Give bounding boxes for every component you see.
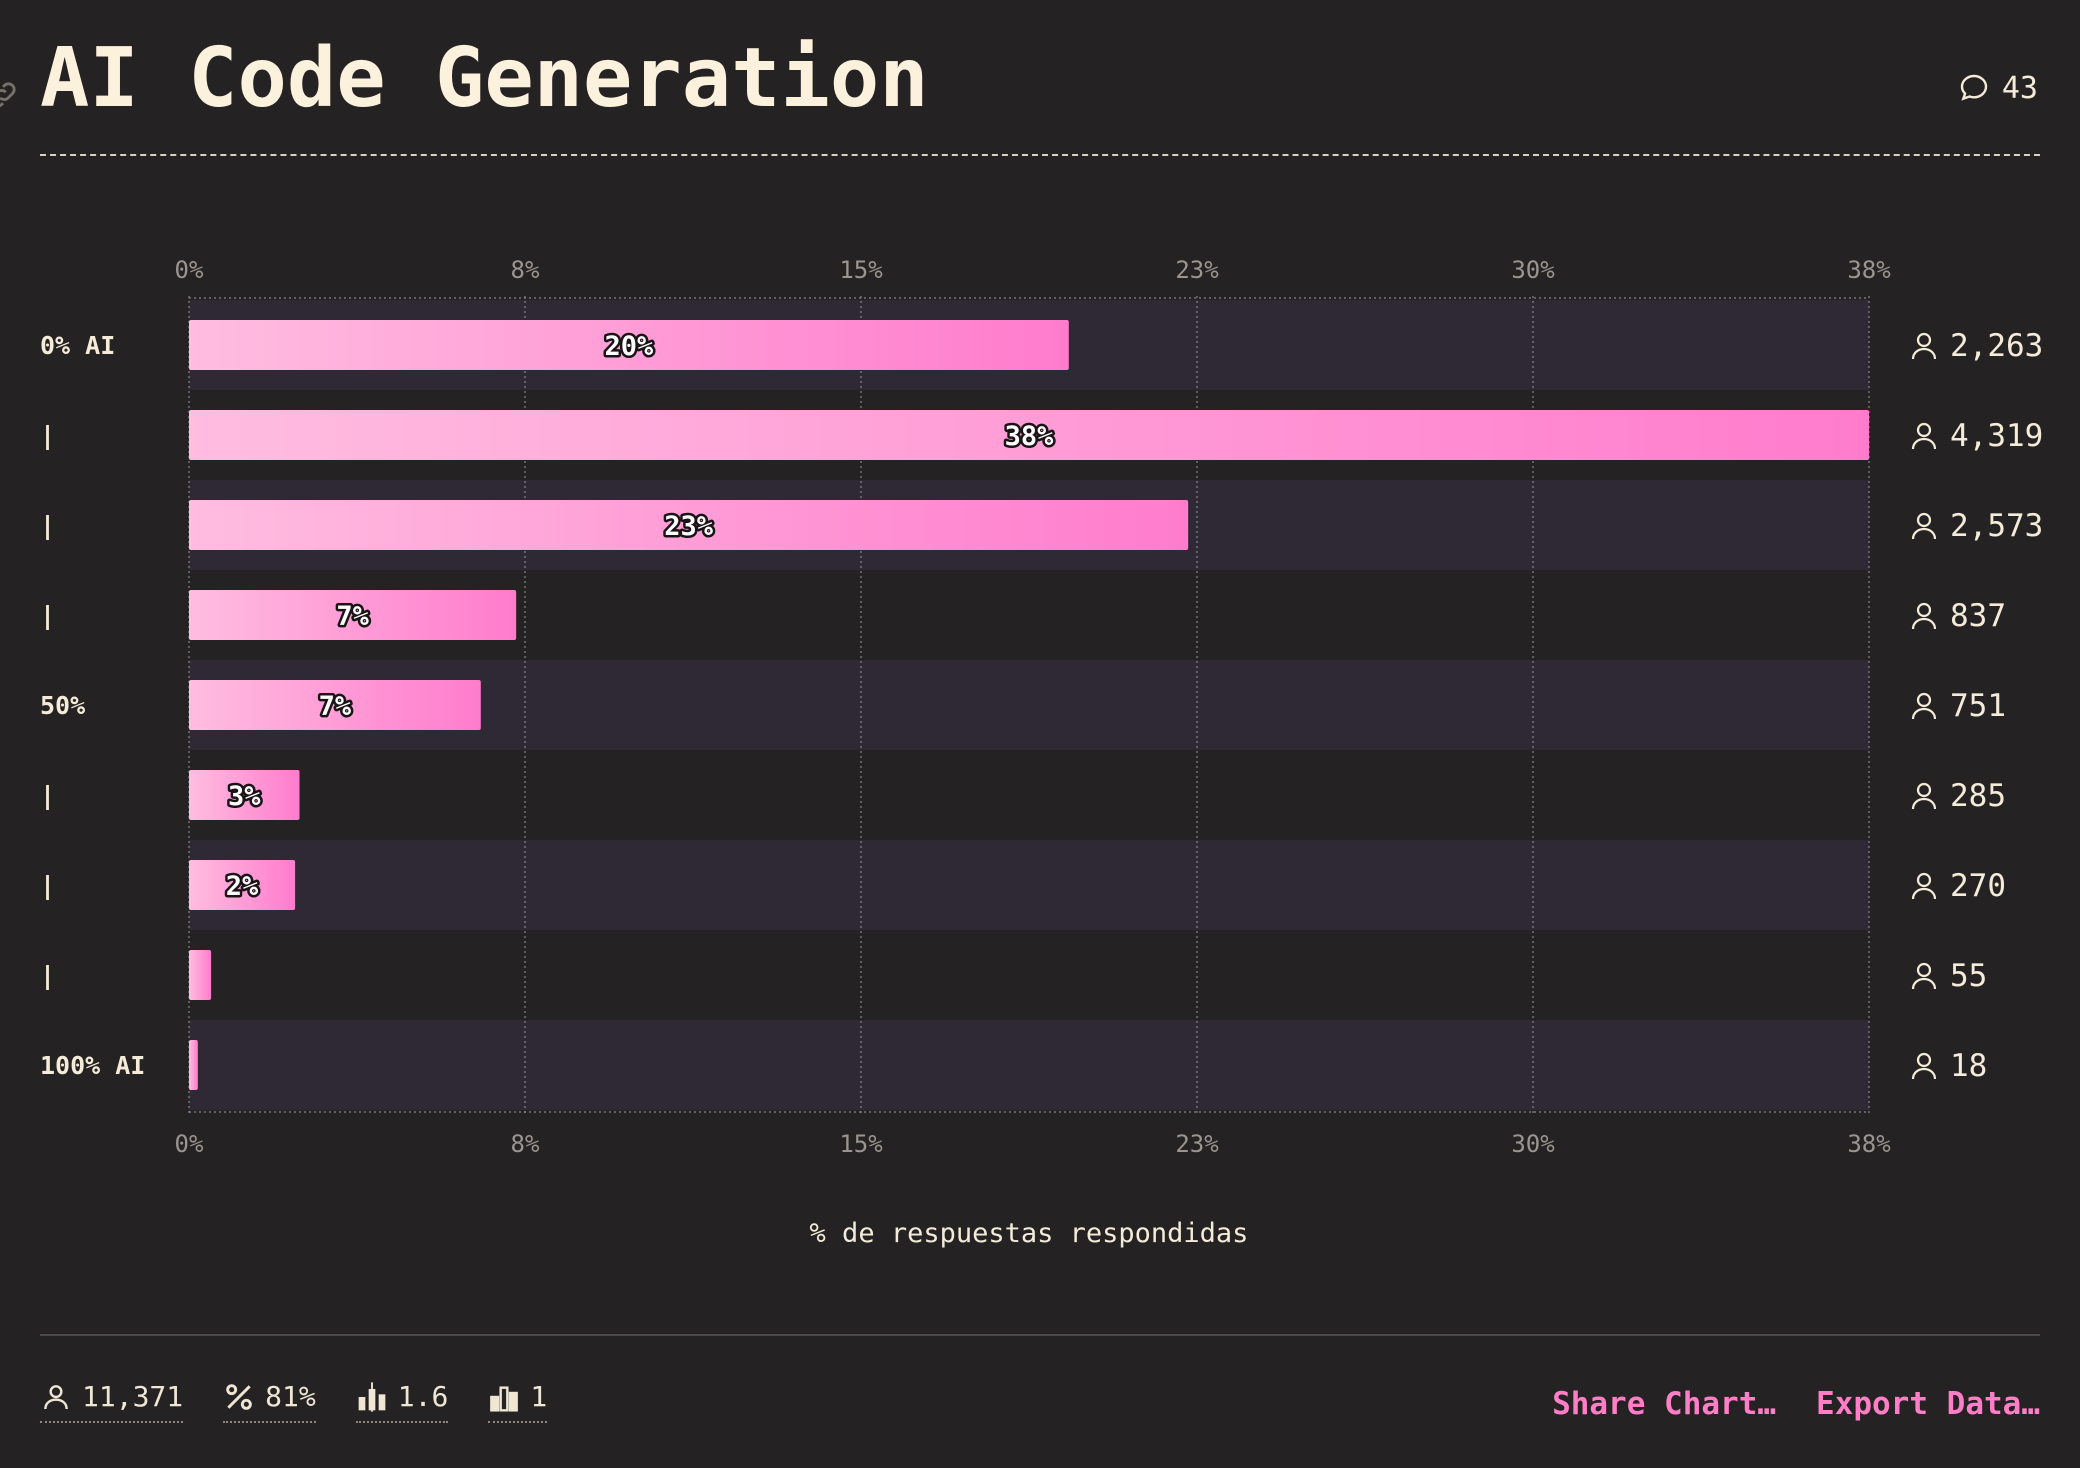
comment-count: 43 xyxy=(2001,70,2038,106)
share-chart-button[interactable]: Share Chart… xyxy=(1552,1386,1777,1422)
bar-value-label: 2% xyxy=(226,871,259,902)
respondent-count: 4,319 xyxy=(1950,418,2043,454)
respondent-count: 2,263 xyxy=(1950,328,2043,364)
footer-divider xyxy=(40,1334,2040,1336)
bar-chart: 0% 0% 8% 8% 15% 15% 23% 23% 30% 30% 38% 38% 20% 0% AI… xyxy=(40,256,2043,1249)
x-tick-label-bottom: 30% xyxy=(1511,1130,1555,1158)
bar xyxy=(189,860,296,910)
x-tick-label-bottom: 15% xyxy=(839,1130,883,1158)
respondent-count: 55 xyxy=(1950,958,1987,994)
user-icon xyxy=(44,1384,68,1409)
user-icon xyxy=(1911,1052,1937,1080)
row-band xyxy=(189,1020,1869,1110)
respondent-count: 751 xyxy=(1950,688,2006,724)
user-icon xyxy=(1911,962,1937,990)
bar-value-label: 7% xyxy=(319,691,352,722)
summary-stats: 11,371 81% 1.6 1 xyxy=(40,1380,548,1423)
bar xyxy=(189,950,212,1000)
x-tick-label-bottom: 23% xyxy=(1175,1130,1219,1158)
page-title: AI Code Generation xyxy=(40,31,929,126)
category-label: | xyxy=(40,871,55,900)
bar xyxy=(189,500,1189,550)
comments-button[interactable]: 43 xyxy=(1958,70,2038,106)
bar xyxy=(189,590,517,640)
x-tick-label-top: 8% xyxy=(511,256,540,284)
respondent-count: 837 xyxy=(1950,598,2006,634)
bar xyxy=(189,680,481,730)
respondent-count: 2,573 xyxy=(1950,508,2043,544)
bar-value-label: 7% xyxy=(336,601,369,632)
category-label: | xyxy=(40,511,55,540)
x-tick-label-bottom: 8% xyxy=(511,1130,540,1158)
median-value: 1 xyxy=(530,1380,548,1413)
row-band xyxy=(189,840,1869,930)
x-tick-label-top: 15% xyxy=(839,256,883,284)
bar-value-label: 38% xyxy=(1005,421,1055,452)
respondent-count: 18 xyxy=(1950,1048,1987,1084)
category-label: 50% xyxy=(40,691,85,720)
response-rate-stat[interactable]: 81% xyxy=(223,1380,316,1423)
median-bars-icon xyxy=(490,1385,519,1412)
x-tick-label-top: 38% xyxy=(1847,256,1891,284)
category-label: | xyxy=(40,421,55,450)
category-label: 100% AI xyxy=(40,1051,145,1080)
user-icon xyxy=(1911,332,1937,360)
title-divider xyxy=(40,154,2040,156)
percent-icon xyxy=(226,1383,252,1410)
average-stat[interactable]: 1.6 xyxy=(355,1380,449,1423)
user-icon xyxy=(1911,512,1937,540)
total-respondents-value: 11,371 xyxy=(82,1380,184,1413)
link-icon[interactable] xyxy=(0,78,20,112)
x-tick-label-top: 23% xyxy=(1175,256,1219,284)
x-tick-label-bottom: 38% xyxy=(1847,1130,1891,1158)
bar-value-label: 3% xyxy=(228,781,261,812)
user-icon xyxy=(1911,602,1937,630)
user-icon xyxy=(1911,782,1937,810)
category-label: 0% AI xyxy=(40,331,115,360)
speech-bubble-icon xyxy=(1960,74,1988,101)
user-icon xyxy=(1911,692,1937,720)
x-tick-label-top: 0% xyxy=(175,256,204,284)
bar xyxy=(189,410,1869,460)
export-data-button[interactable]: Export Data… xyxy=(1816,1386,2040,1422)
bar-value-label: 20% xyxy=(605,331,655,362)
bar xyxy=(189,1040,198,1090)
average-value: 1.6 xyxy=(397,1380,449,1413)
respondent-count: 285 xyxy=(1950,778,2006,814)
response-rate-value: 81% xyxy=(265,1380,316,1413)
bar xyxy=(189,770,300,820)
user-icon xyxy=(1911,422,1937,450)
category-label: | xyxy=(40,781,55,810)
x-tick-label-bottom: 0% xyxy=(175,1130,204,1158)
x-tick-label-top: 30% xyxy=(1511,256,1555,284)
x-axis-label: % de respuestas respondidas xyxy=(810,1218,1249,1249)
category-label: | xyxy=(40,601,55,630)
user-icon xyxy=(1911,872,1937,900)
average-bars-icon xyxy=(358,1381,386,1412)
respondent-count: 270 xyxy=(1950,868,2006,904)
bar-value-label: 23% xyxy=(664,511,714,542)
median-stat[interactable]: 1 xyxy=(488,1380,548,1423)
category-label: | xyxy=(40,961,55,990)
bar xyxy=(189,320,1069,370)
total-respondents-stat[interactable]: 11,371 xyxy=(40,1380,184,1423)
